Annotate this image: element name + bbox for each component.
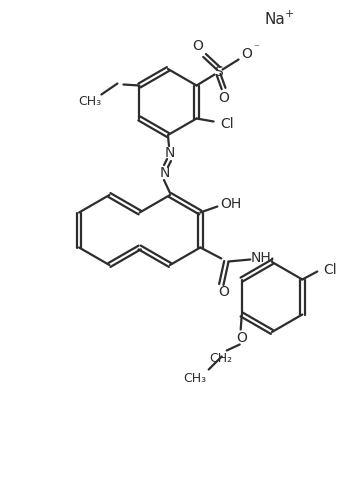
Text: OH: OH [221, 196, 242, 211]
Text: N: N [160, 166, 170, 180]
Text: O: O [241, 48, 252, 62]
Text: CH₃: CH₃ [78, 95, 101, 108]
Text: Cl: Cl [220, 117, 233, 130]
Text: S: S [214, 64, 223, 79]
Text: O: O [218, 285, 229, 300]
Text: Cl: Cl [324, 263, 337, 277]
Text: O: O [236, 332, 247, 345]
Text: NH: NH [251, 251, 272, 266]
Text: N: N [165, 146, 175, 160]
Text: CH₃: CH₃ [183, 372, 206, 385]
Text: Na: Na [265, 12, 286, 28]
Text: O: O [192, 38, 203, 53]
Text: ⁻: ⁻ [254, 43, 260, 54]
Text: O: O [218, 92, 229, 105]
Text: CH₂: CH₂ [209, 352, 232, 365]
Text: +: + [285, 9, 294, 19]
